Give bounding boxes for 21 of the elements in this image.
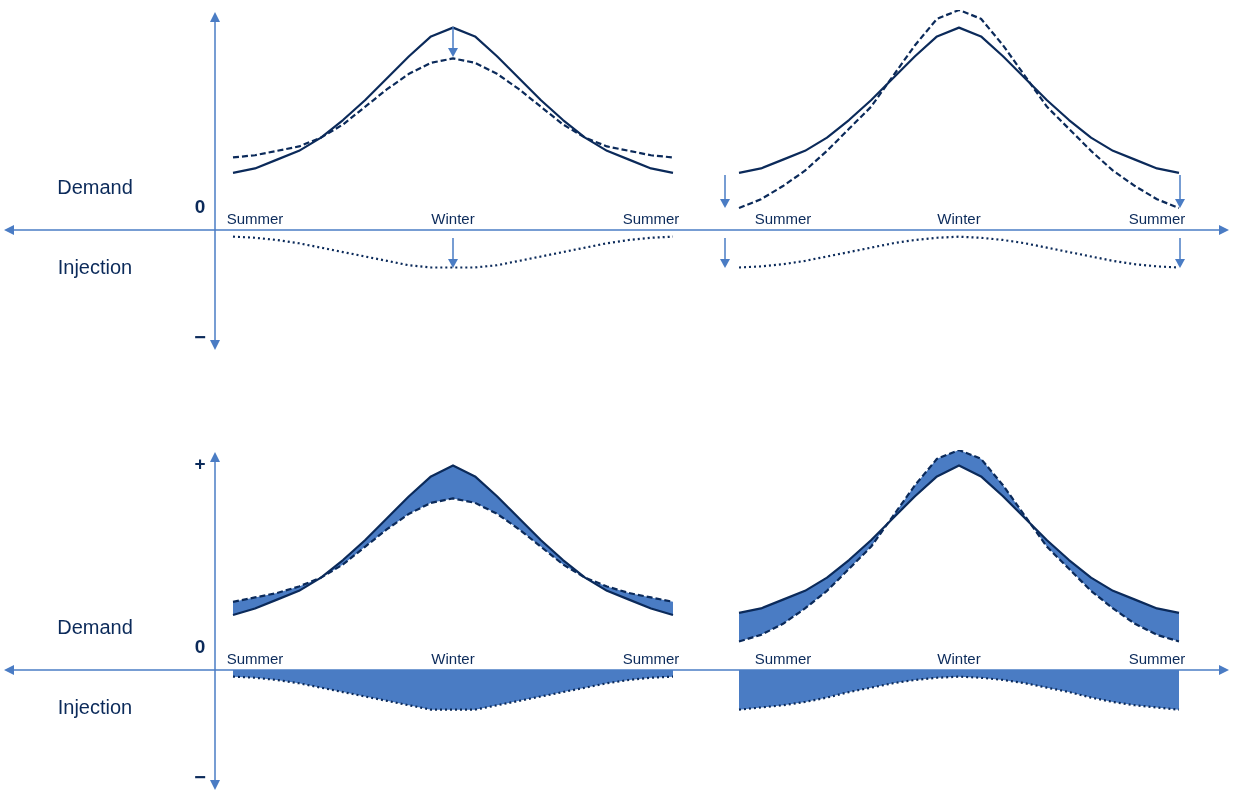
text: 0 <box>194 196 206 218</box>
text: 0 <box>194 636 206 658</box>
x-tick-label: Summer <box>226 649 284 667</box>
x-tick-label: Winter <box>431 209 475 227</box>
x-tick-label: Summer <box>754 649 812 667</box>
x-tick-label: Winter <box>937 649 981 667</box>
x-tick-label: Summer <box>622 209 680 227</box>
x-tick-label: Summer <box>622 649 680 667</box>
x-tick-label: Summer <box>226 209 284 227</box>
x-tick-label: Summer <box>1128 649 1186 667</box>
text: + <box>194 453 206 475</box>
x-tick-label: Summer <box>754 209 812 227</box>
text: Demand <box>57 615 133 638</box>
text: Injection <box>57 695 133 718</box>
x-tick-label: Summer <box>1128 209 1186 227</box>
text: − <box>194 765 206 788</box>
text: − <box>194 325 206 348</box>
text: Demand <box>57 175 133 198</box>
text: Injection <box>57 255 133 278</box>
x-tick-label: Winter <box>431 649 475 667</box>
x-tick-label: Winter <box>937 209 981 227</box>
